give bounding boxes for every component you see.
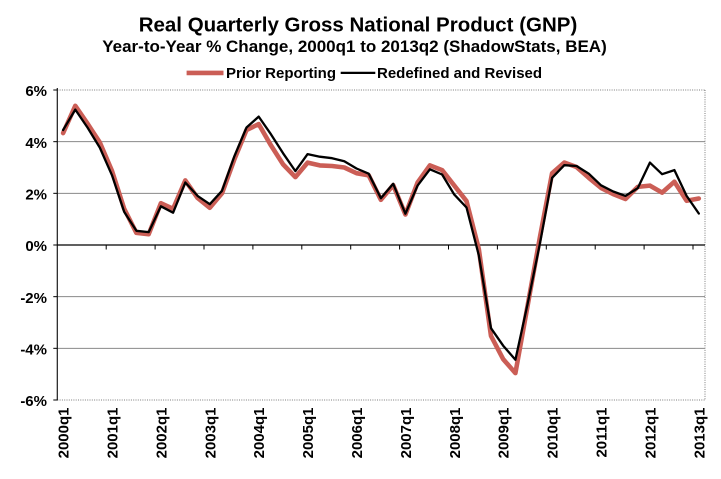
svg-text:4%: 4%: [25, 135, 47, 152]
svg-text:2004q1: 2004q1: [251, 408, 268, 459]
svg-text:2005q1: 2005q1: [300, 408, 317, 459]
svg-text:-2%: -2%: [20, 290, 47, 307]
svg-text:2003q1: 2003q1: [202, 408, 219, 459]
svg-text:Year-to-Year % Change, 2000q1: Year-to-Year % Change, 2000q1 to 2013q2 …: [102, 37, 607, 56]
svg-text:2010q1: 2010q1: [545, 408, 562, 459]
svg-text:0%: 0%: [25, 238, 47, 255]
svg-text:6%: 6%: [25, 83, 47, 100]
svg-text:2007q1: 2007q1: [398, 408, 415, 459]
svg-text:2013q1: 2013q1: [691, 408, 708, 459]
svg-text:2002q1: 2002q1: [153, 408, 170, 459]
svg-text:Real Quarterly Gross National: Real Quarterly Gross National Product (G…: [139, 14, 578, 37]
svg-text:2%: 2%: [25, 187, 47, 204]
svg-text:2008q1: 2008q1: [447, 408, 464, 459]
svg-text:2012q1: 2012q1: [642, 408, 659, 459]
svg-text:2009q1: 2009q1: [496, 408, 513, 459]
svg-text:2001q1: 2001q1: [105, 408, 122, 459]
svg-text:Prior Reporting: Prior Reporting: [226, 65, 336, 82]
svg-text:-4%: -4%: [20, 342, 47, 359]
svg-text:Redefined and Revised: Redefined and Revised: [377, 65, 542, 82]
svg-text:2006q1: 2006q1: [349, 408, 366, 459]
svg-text:2000q1: 2000q1: [56, 408, 73, 459]
svg-text:-6%: -6%: [20, 393, 47, 410]
svg-text:2011q1: 2011q1: [594, 408, 611, 458]
